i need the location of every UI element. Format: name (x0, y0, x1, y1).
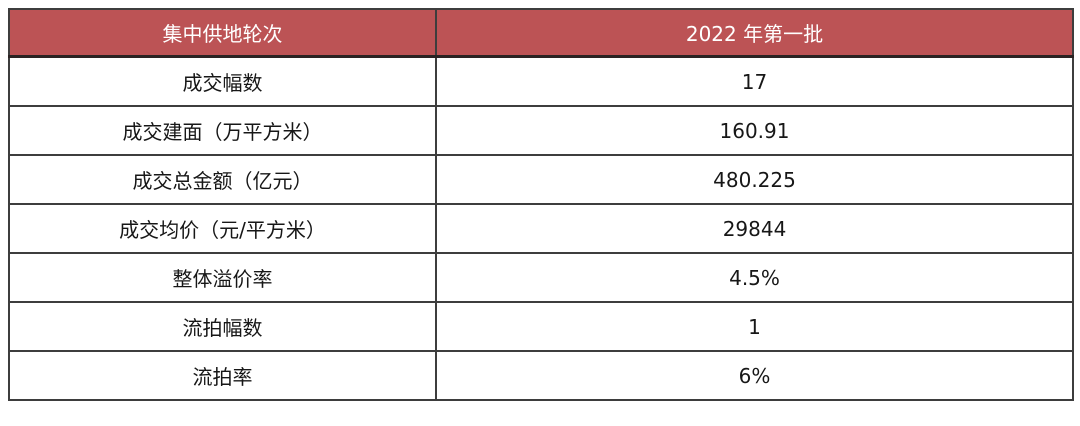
row-label-cell: 流拍幅数 (8, 301, 437, 352)
table-row: 流拍幅数 1 (8, 301, 1074, 352)
header-cell-batch: 2022 年第一批 (435, 8, 1074, 58)
table-header-row: 集中供地轮次 2022 年第一批 (8, 8, 1074, 58)
table-row: 成交总金额（亿元） 480.225 (8, 154, 1074, 205)
row-value-cell: 160.91 (435, 105, 1074, 156)
table-row: 成交均价（元/平方米） 29844 (8, 203, 1074, 254)
land-supply-table: 集中供地轮次 2022 年第一批 成交幅数 17 成交建面（万平方米） 160.91 成… (8, 8, 1074, 401)
table-row: 整体溢价率 4.5% (8, 252, 1074, 303)
row-label-cell: 成交幅数 (8, 55, 437, 107)
row-value-cell: 17 (435, 55, 1074, 107)
row-value-cell: 6% (435, 350, 1074, 401)
header-cell-round: 集中供地轮次 (8, 8, 437, 58)
row-label-cell: 成交均价（元/平方米） (8, 203, 437, 254)
row-label-cell: 流拍率 (8, 350, 437, 401)
row-label-cell: 整体溢价率 (8, 252, 437, 303)
row-label-cell: 成交总金额（亿元） (8, 154, 437, 205)
row-value-cell: 1 (435, 301, 1074, 352)
table-row: 流拍率 6% (8, 350, 1074, 401)
row-label-cell: 成交建面（万平方米） (8, 105, 437, 156)
page: 集中供地轮次 2022 年第一批 成交幅数 17 成交建面（万平方米） 160.91 成… (8, 8, 1074, 401)
table-row: 成交建面（万平方米） 160.91 (8, 105, 1074, 156)
row-value-cell: 4.5% (435, 252, 1074, 303)
table-body: 成交幅数 17 成交建面（万平方米） 160.91 成交总金额（亿元） 480.225 成交… (8, 55, 1074, 401)
row-value-cell: 29844 (435, 203, 1074, 254)
row-value-cell: 480.225 (435, 154, 1074, 205)
table-row: 成交幅数 17 (8, 55, 1074, 107)
